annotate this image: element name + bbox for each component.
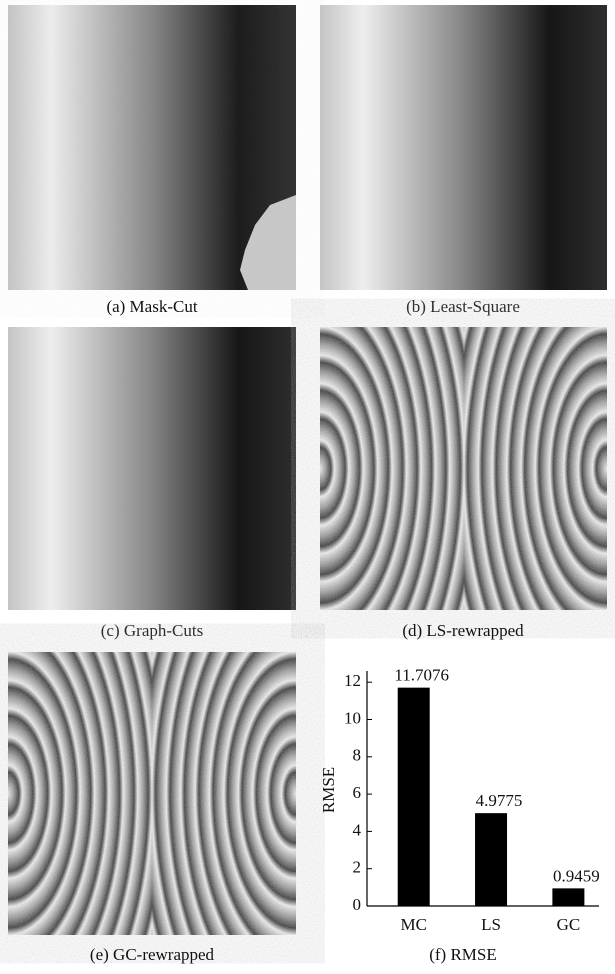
caption: (d) LS-rewrapped xyxy=(402,621,524,640)
bar xyxy=(398,688,430,906)
caption: (e) GC-rewrapped xyxy=(90,945,215,964)
x-tick-label: GC xyxy=(557,915,581,934)
panel-d: (d) LS-rewrapped xyxy=(320,327,607,640)
caption: (c) Graph-Cuts xyxy=(101,621,203,640)
y-tick-label: 10 xyxy=(344,708,361,727)
speckle xyxy=(8,5,296,290)
x-tick-label: LS xyxy=(481,915,501,934)
y-tick-label: 12 xyxy=(344,671,361,690)
speckle xyxy=(8,652,296,935)
caption: (b) Least-Square xyxy=(406,297,520,316)
y-axis-label: RMSE xyxy=(319,767,338,813)
caption: (f) RMSE xyxy=(429,945,497,964)
panel-b: (b) Least-Square xyxy=(320,5,607,316)
image xyxy=(320,5,607,290)
speckle xyxy=(320,327,607,610)
y-tick-label: 2 xyxy=(353,858,362,877)
bar xyxy=(552,888,584,906)
y-tick-label: 6 xyxy=(353,783,362,802)
y-tick-label: 4 xyxy=(353,820,362,839)
panel-e: (e) GC-rewrapped xyxy=(8,652,296,964)
y-tick-label: 8 xyxy=(353,746,362,765)
value-label: 0.9459 xyxy=(553,866,600,885)
figure: (a) Mask-Cut (b) Least-Square (c) Graph-… xyxy=(0,0,615,969)
panel-a: (a) Mask-Cut xyxy=(8,5,296,316)
bar xyxy=(475,813,507,906)
x-tick-label: MC xyxy=(400,915,426,934)
value-label: 4.9775 xyxy=(476,791,523,810)
panel-f: RMSE (f) RMSE 0 2 4 6 8 10 12 MC 11.7076 LS 4.9775… xyxy=(319,666,600,964)
image xyxy=(8,327,296,610)
value-label: 11.7076 xyxy=(394,666,449,685)
y-tick-label: 0 xyxy=(353,895,362,914)
caption: (a) Mask-Cut xyxy=(106,297,197,316)
panel-c: (c) Graph-Cuts xyxy=(8,327,296,640)
